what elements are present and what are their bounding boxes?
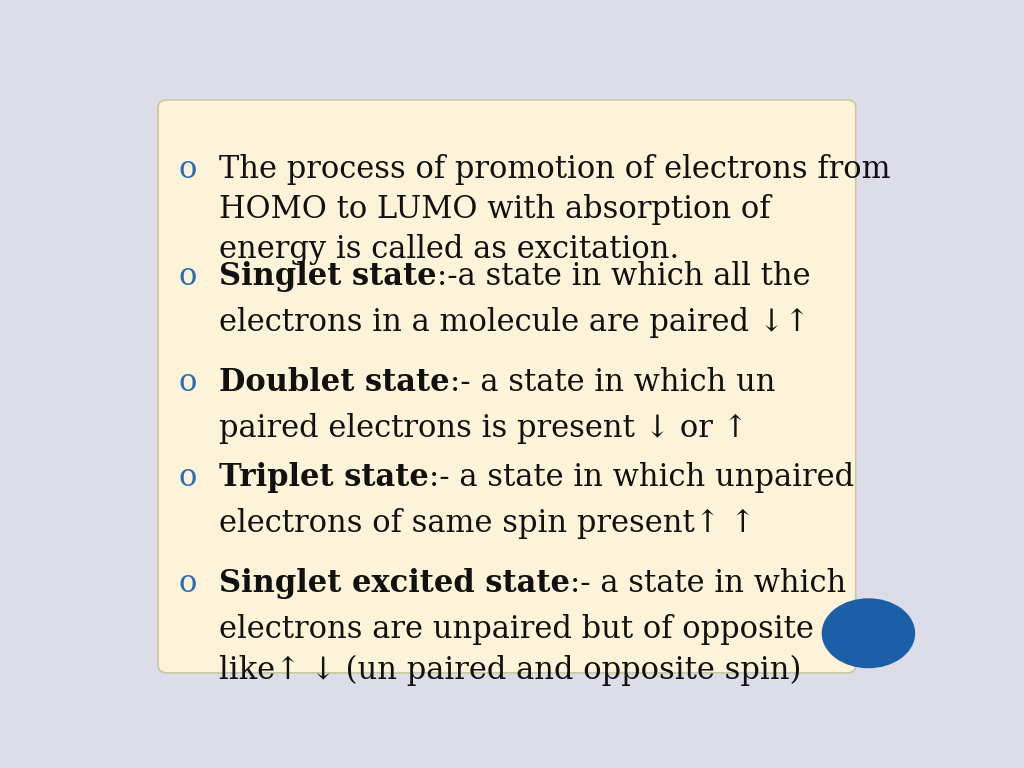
Text: :- a state in which unpaired: :- a state in which unpaired bbox=[429, 462, 854, 493]
Text: The process of promotion of electrons from
HOMO to LUMO with absorption of
energ: The process of promotion of electrons fr… bbox=[219, 154, 891, 266]
Text: o: o bbox=[178, 462, 197, 493]
Circle shape bbox=[822, 599, 914, 667]
Text: paired electrons is present ↓ or ↑: paired electrons is present ↓ or ↑ bbox=[219, 413, 749, 444]
Text: o: o bbox=[178, 154, 197, 185]
Text: :- a state in which un: :- a state in which un bbox=[450, 367, 775, 398]
Text: electrons are unpaired but of opposite spin
like↑ ↓ (un paired and opposite spin: electrons are unpaired but of opposite s… bbox=[219, 614, 889, 686]
Text: Singlet state: Singlet state bbox=[219, 260, 437, 292]
Text: o: o bbox=[178, 367, 197, 398]
FancyBboxPatch shape bbox=[158, 100, 856, 673]
Text: :-a state in which all the: :-a state in which all the bbox=[437, 260, 811, 292]
Text: o: o bbox=[178, 260, 197, 292]
Text: electrons in a molecule are paired ↓↑: electrons in a molecule are paired ↓↑ bbox=[219, 307, 810, 338]
Text: electrons of same spin present↑ ↑: electrons of same spin present↑ ↑ bbox=[219, 508, 756, 539]
Text: Triplet state: Triplet state bbox=[219, 462, 429, 493]
Text: o: o bbox=[178, 568, 197, 599]
Text: Doublet state: Doublet state bbox=[219, 367, 450, 398]
Text: :- a state in which: :- a state in which bbox=[570, 568, 847, 599]
Text: Singlet excited state: Singlet excited state bbox=[219, 568, 570, 599]
